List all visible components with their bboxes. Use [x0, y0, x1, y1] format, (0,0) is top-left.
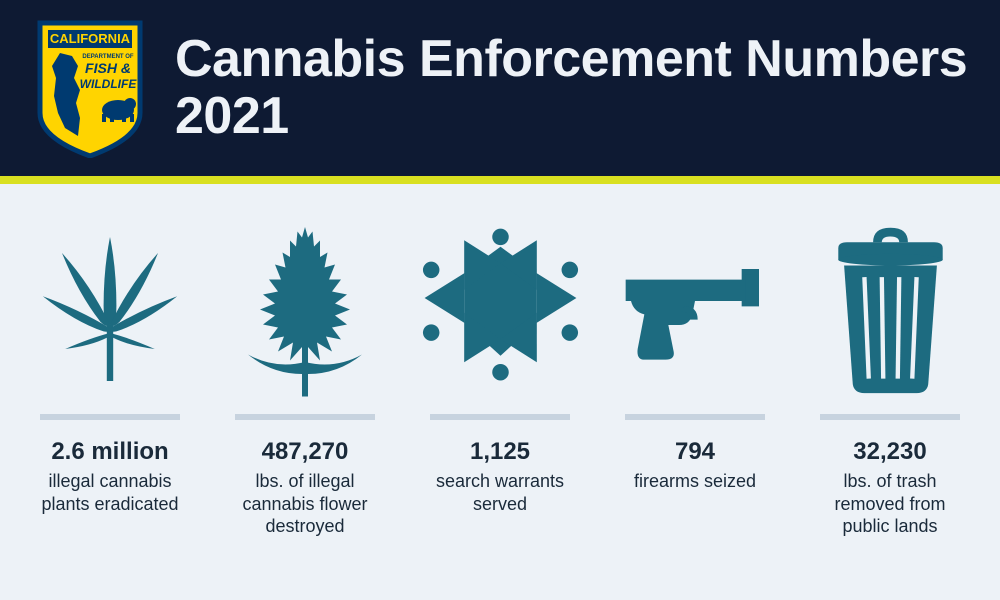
- page-title: Cannabis Enforcement Numbers 2021: [175, 31, 970, 145]
- stat-divider: [820, 414, 960, 420]
- svg-text:CALIFORNIA: CALIFORNIA: [50, 31, 131, 46]
- svg-text:WILDLIFE: WILDLIFE: [80, 77, 138, 91]
- trash-can-icon: [818, 214, 963, 404]
- stat-value: 32,230: [853, 438, 926, 466]
- stat-value: 1,125: [470, 438, 530, 466]
- sheriff-star-icon: [418, 214, 583, 404]
- stat-trash-removed: 32,230 lbs. of trash removed from public…: [800, 214, 980, 538]
- handgun-icon: [615, 214, 775, 404]
- cannabis-bud-icon: [230, 214, 380, 404]
- stat-label: firearms seized: [634, 470, 756, 493]
- stat-divider: [625, 414, 765, 420]
- stat-divider: [430, 414, 570, 420]
- stat-plants-eradicated: 2.6 million illegal cannabis plants erad…: [20, 214, 200, 515]
- svg-text:FISH &: FISH &: [85, 60, 131, 76]
- stat-label: illegal cannabis plants eradicated: [41, 470, 178, 515]
- stat-divider: [235, 414, 375, 420]
- stat-label: lbs. of trash removed from public lands: [834, 470, 945, 538]
- stat-firearms-seized: 794 firearms seized: [605, 214, 785, 493]
- stats-row: 2.6 million illegal cannabis plants erad…: [0, 184, 1000, 578]
- stat-value: 794: [675, 438, 715, 466]
- stat-value: 487,270: [262, 438, 349, 466]
- stat-warrants-served: 1,125 search warrants served: [410, 214, 590, 515]
- stat-label: lbs. of illegal cannabis flower destroye…: [242, 470, 367, 538]
- cannabis-leaf-icon: [30, 214, 190, 404]
- cdfw-badge-icon: CALIFORNIA DEPARTMENT OF FISH & WILDLIFE: [30, 18, 150, 158]
- header-bar: CALIFORNIA DEPARTMENT OF FISH & WILDLIFE…: [0, 0, 1000, 184]
- stat-label: search warrants served: [436, 470, 564, 515]
- stat-value: 2.6 million: [51, 438, 168, 466]
- stat-divider: [40, 414, 180, 420]
- stat-flower-destroyed: 487,270 lbs. of illegal cannabis flower …: [215, 214, 395, 538]
